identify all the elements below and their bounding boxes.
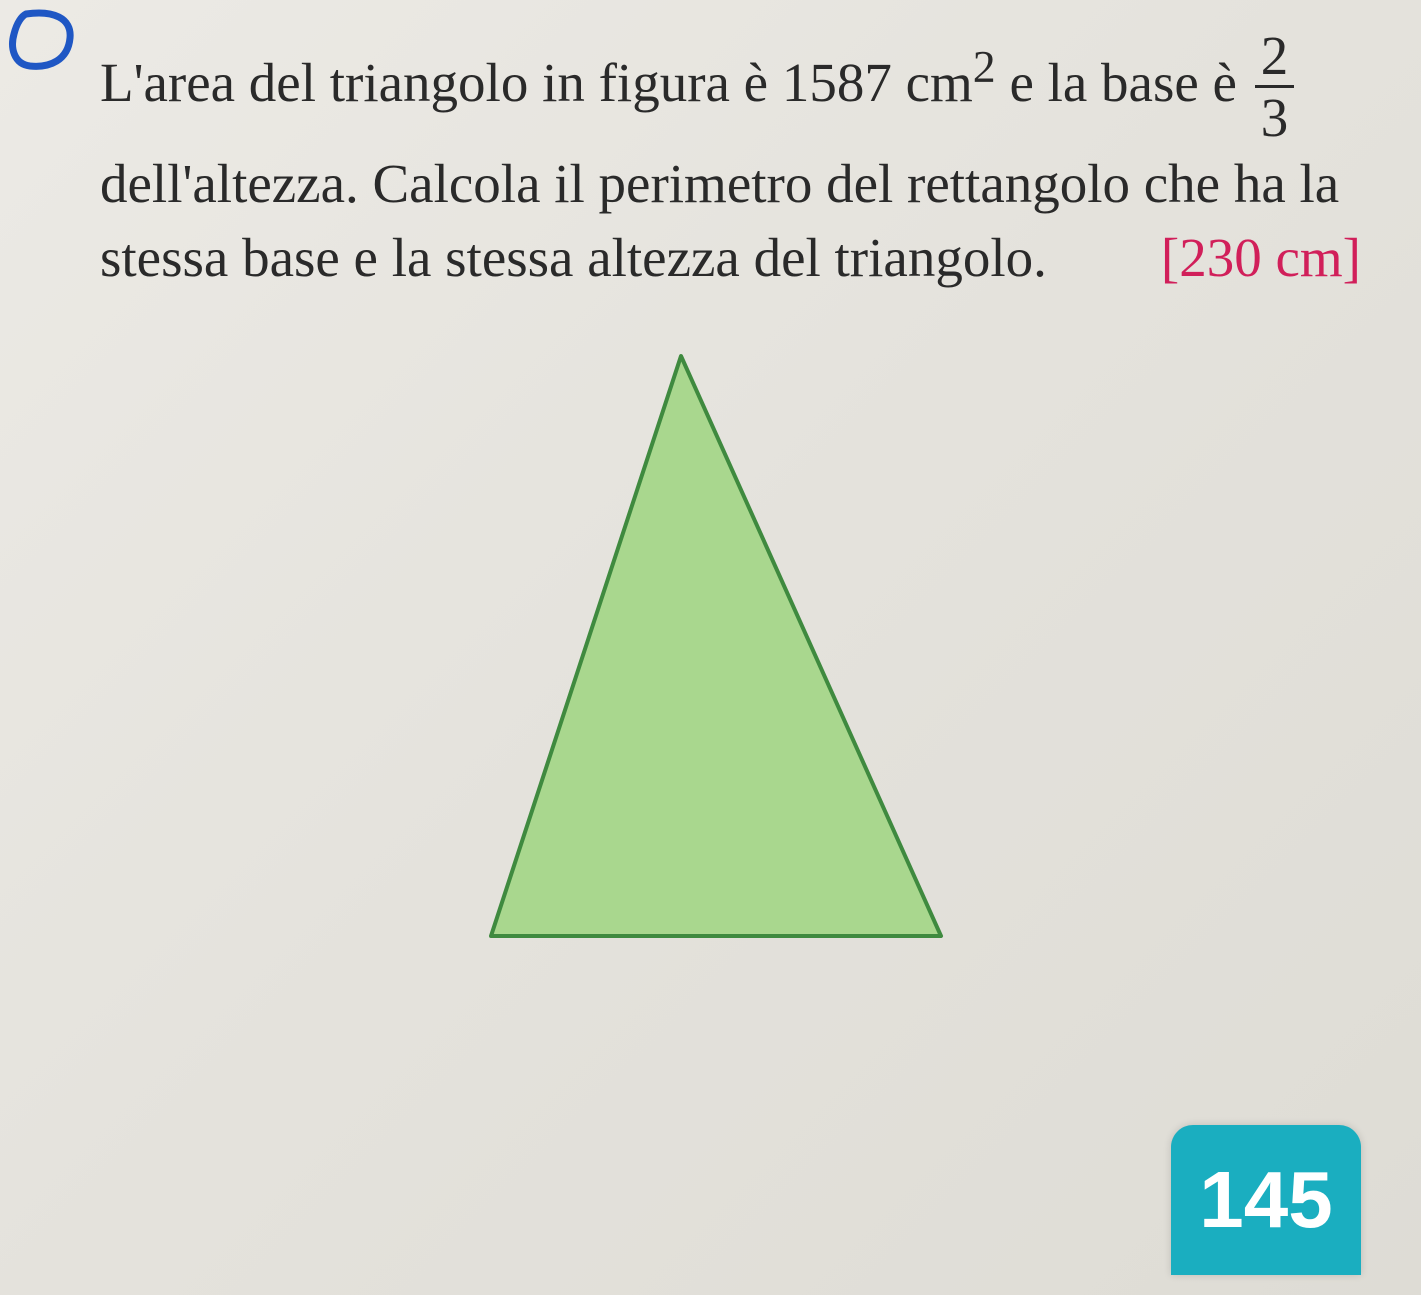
answer-text: [230 cm] — [1161, 221, 1361, 295]
page-number-badge: 145 — [1171, 1125, 1361, 1275]
triangle-figure — [421, 336, 981, 976]
figure-container — [40, 336, 1361, 981]
superscript-2: 2 — [973, 41, 996, 92]
text-part-1: L'area del triangolo in figura è 1587 cm — [100, 52, 973, 113]
problem-text: L'area del triangolo in figura è 1587 cm… — [100, 30, 1361, 296]
problem-number-svg — [8, 8, 78, 78]
fraction-denominator: 3 — [1255, 88, 1295, 145]
fraction-numerator: 2 — [1255, 28, 1295, 88]
text-part-3: dell'altezza. Calcola il perimetro del r… — [100, 153, 1339, 288]
problem-number-badge — [8, 8, 78, 78]
triangle-shape — [491, 356, 941, 936]
circle-scribble-icon — [13, 13, 71, 66]
page-number: 145 — [1199, 1154, 1332, 1246]
text-part-2: e la base è — [996, 52, 1251, 113]
page: L'area del triangolo in figura è 1587 cm… — [0, 0, 1421, 1295]
fraction: 23 — [1255, 28, 1295, 145]
